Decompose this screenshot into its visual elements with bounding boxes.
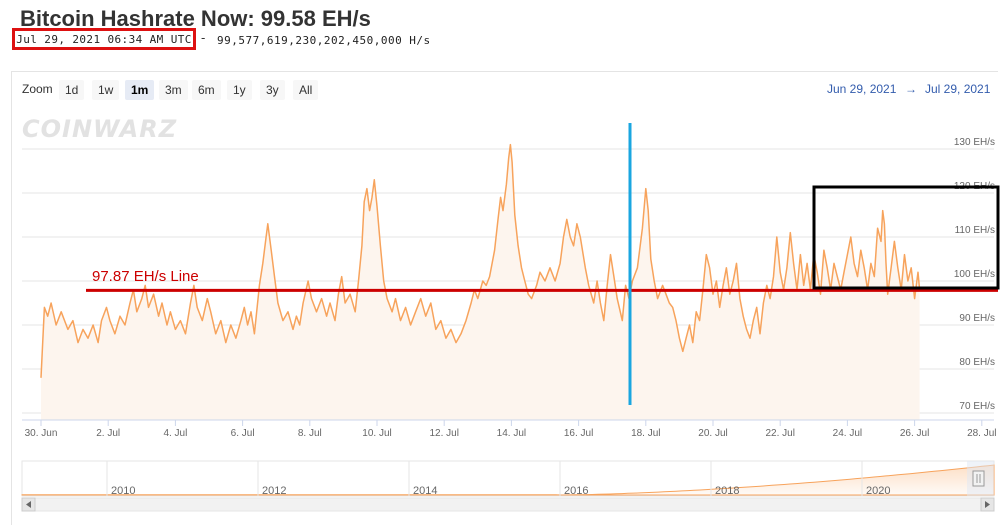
zoom-label: Zoom <box>22 82 53 96</box>
y-tick-label: 70 EH/s <box>959 401 995 412</box>
series-line <box>40 143 921 378</box>
zoom-button-1y[interactable]: 1y <box>227 80 252 100</box>
x-tick-label: 24. Jul <box>833 428 862 439</box>
x-tick-label: 20. Jul <box>698 428 727 439</box>
range-arrow: → <box>905 82 917 96</box>
zoom-button-all[interactable]: All <box>293 80 319 100</box>
x-tick-label: 8. Jul <box>298 428 322 439</box>
navigator-handle[interactable] <box>972 470 985 487</box>
x-tick-label: 4. Jul <box>163 428 187 439</box>
x-tick-label: 26. Jul <box>900 428 929 439</box>
series-area <box>41 144 920 420</box>
x-tick-label: 30. Jun <box>25 428 58 439</box>
navigator-series <box>21 464 995 496</box>
x-tick-marks <box>40 420 983 426</box>
zoom-button-1w[interactable]: 1w <box>92 80 120 100</box>
x-tick-label: 10. Jul <box>362 428 391 439</box>
scrollbar[interactable] <box>21 497 995 512</box>
zoom-button-1d[interactable]: 1d <box>59 80 85 100</box>
hashrate-hs: 99,577,619,230,202,450,000 H/s <box>217 34 431 47</box>
navigator-year-label: 2014 <box>413 485 437 497</box>
highlight-box <box>812 185 1000 290</box>
range-to[interactable]: Jul 29, 2021 <box>925 82 991 96</box>
zoom-button-6m[interactable]: 6m <box>192 80 221 100</box>
y-tick-label: 80 EH/s <box>959 357 995 368</box>
reference-line-label: 97.87 EH/s Line <box>92 268 199 285</box>
x-tick-label: 2. Jul <box>96 428 120 439</box>
page-title: Bitcoin Hashrate Now: 99.58 EH/s <box>20 6 371 31</box>
zoom-button-3m[interactable]: 3m <box>159 80 188 100</box>
navigator-year-label: 2010 <box>111 485 135 497</box>
x-tick-label: 14. Jul <box>497 428 526 439</box>
x-tick-label: 16. Jul <box>564 428 593 439</box>
navigator-year-label: 2018 <box>715 485 739 497</box>
x-tick-label: 28. Jul <box>967 428 996 439</box>
x-tick-label: 12. Jul <box>429 428 458 439</box>
x-tick-label: 6. Jul <box>231 428 255 439</box>
y-tick-label: 130 EH/s <box>954 137 995 148</box>
x-tick-labels: 30. Jun 2. Jul 4. Jul 6. Jul 8. Jul 10. Jul 12… <box>25 428 997 439</box>
timestamp: Jul 29, 2021 06:34 AM UTC <box>12 28 196 50</box>
y-tick-label: 110 EH/s <box>955 225 995 236</box>
chevron-left-icon <box>26 501 31 508</box>
watermark: COINWARZ <box>22 115 177 143</box>
zoom-button-3y[interactable]: 3y <box>260 80 285 100</box>
navigator: 2010 2012 2014 2016 2018 2020 <box>21 460 995 497</box>
navigator-year-label: 2012 <box>262 485 286 497</box>
y-tick-label: 100 EH/s <box>954 269 995 280</box>
navigator-year-label: 2020 <box>866 485 890 497</box>
navigator-years: 2010 2012 2014 2016 2018 2020 <box>106 461 890 497</box>
title-separator: - <box>201 30 206 45</box>
x-tick-label: 18. Jul <box>631 428 660 439</box>
x-tick-label: 22. Jul <box>765 428 794 439</box>
zoom-button-1m[interactable]: 1m <box>125 80 155 100</box>
range-from[interactable]: Jun 29, 2021 <box>827 82 897 96</box>
y-tick-label: 90 EH/s <box>959 313 995 324</box>
navigator-year-label: 2016 <box>564 485 588 497</box>
chevron-right-icon <box>985 501 990 508</box>
